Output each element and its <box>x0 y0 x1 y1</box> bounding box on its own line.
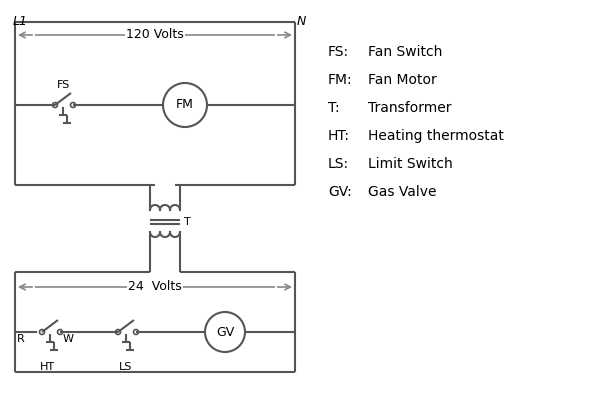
Text: T:: T: <box>328 101 340 115</box>
Text: FS:: FS: <box>328 45 349 59</box>
Text: FM:: FM: <box>328 73 353 87</box>
Text: Heating thermostat: Heating thermostat <box>368 129 504 143</box>
Text: HT: HT <box>40 362 54 372</box>
Text: HT:: HT: <box>328 129 350 143</box>
Text: Limit Switch: Limit Switch <box>368 157 453 171</box>
Text: W: W <box>63 334 74 344</box>
Text: FM: FM <box>176 98 194 112</box>
Text: GV:: GV: <box>328 185 352 199</box>
Text: 120 Volts: 120 Volts <box>126 28 184 42</box>
Text: T: T <box>184 217 191 227</box>
Text: 24  Volts: 24 Volts <box>128 280 182 294</box>
Text: Fan Motor: Fan Motor <box>368 73 437 87</box>
Text: Gas Valve: Gas Valve <box>368 185 437 199</box>
Text: N: N <box>297 15 306 28</box>
Text: L1: L1 <box>13 15 28 28</box>
Text: Fan Switch: Fan Switch <box>368 45 442 59</box>
Text: GV: GV <box>216 326 234 338</box>
Text: Transformer: Transformer <box>368 101 451 115</box>
Text: R: R <box>17 334 25 344</box>
Text: FS: FS <box>57 80 70 90</box>
Text: LS: LS <box>119 362 133 372</box>
Text: LS:: LS: <box>328 157 349 171</box>
